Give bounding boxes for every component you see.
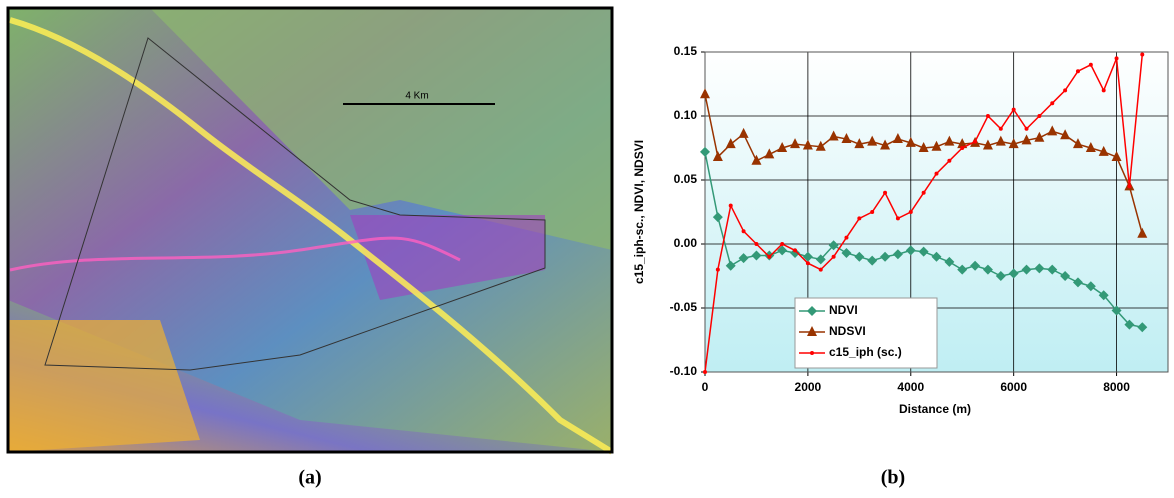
y-tick-label: -0.10 [670, 364, 698, 378]
figure: 4 Km (a) (b) Distance (m) c15_iph-sc., N… [0, 0, 1174, 493]
data-point [1025, 127, 1029, 131]
data-point [909, 210, 913, 214]
x-tick-label: 8000 [1103, 380, 1130, 394]
legend-marker [810, 351, 814, 355]
data-point [1089, 63, 1093, 67]
legend-label: c15_iph (sc.) [829, 345, 902, 359]
data-point [832, 255, 836, 259]
data-point [935, 172, 939, 176]
data-point [844, 236, 848, 240]
data-point [1063, 88, 1067, 92]
data-point [922, 191, 926, 195]
x-tick-label: 0 [702, 380, 709, 394]
page: 4 Km (a) (b) Distance (m) c15_iph-sc., N… [0, 0, 1174, 498]
data-point [806, 261, 810, 265]
data-point [780, 242, 784, 246]
data-point [703, 370, 707, 374]
y-tick-label: 0.00 [674, 236, 698, 250]
y-tick-label: 0.05 [674, 172, 698, 186]
data-point [999, 127, 1003, 131]
x-tick-label: 6000 [1000, 380, 1027, 394]
data-point [742, 229, 746, 233]
data-point [870, 210, 874, 214]
data-point [767, 255, 771, 259]
data-point [819, 268, 823, 272]
data-point [986, 114, 990, 118]
x-tick-label: 4000 [897, 380, 924, 394]
scale-label: 4 Km [405, 91, 428, 102]
data-point [883, 191, 887, 195]
y-tick-label: -0.05 [670, 300, 698, 314]
data-point [1115, 56, 1119, 60]
caption: (b) [881, 467, 905, 489]
data-point [729, 204, 733, 208]
map-panel: 4 Km (a) [8, 8, 612, 489]
data-point [1037, 114, 1041, 118]
legend-label: NDVI [829, 303, 858, 317]
x-tick-label: 2000 [795, 380, 822, 394]
data-point [793, 248, 797, 252]
y-tick-label: 0.10 [674, 108, 698, 122]
data-point [973, 140, 977, 144]
y-tick-label: 0.15 [674, 44, 698, 58]
data-point [947, 159, 951, 163]
data-point [716, 268, 720, 272]
data-point [896, 216, 900, 220]
caption: (a) [298, 467, 321, 489]
data-point [1076, 69, 1080, 73]
data-point [1140, 53, 1144, 57]
data-point [960, 146, 964, 150]
data-point [1127, 184, 1131, 188]
x-axis-label: Distance (m) [899, 402, 971, 416]
data-point [1050, 101, 1054, 105]
legend-label: NDSVI [829, 324, 866, 338]
y-axis-label: c15_iph-sc., NDVI, NDSVI [632, 140, 646, 284]
data-point [857, 216, 861, 220]
data-point [1102, 88, 1106, 92]
data-point [754, 242, 758, 246]
data-point [1012, 108, 1016, 112]
